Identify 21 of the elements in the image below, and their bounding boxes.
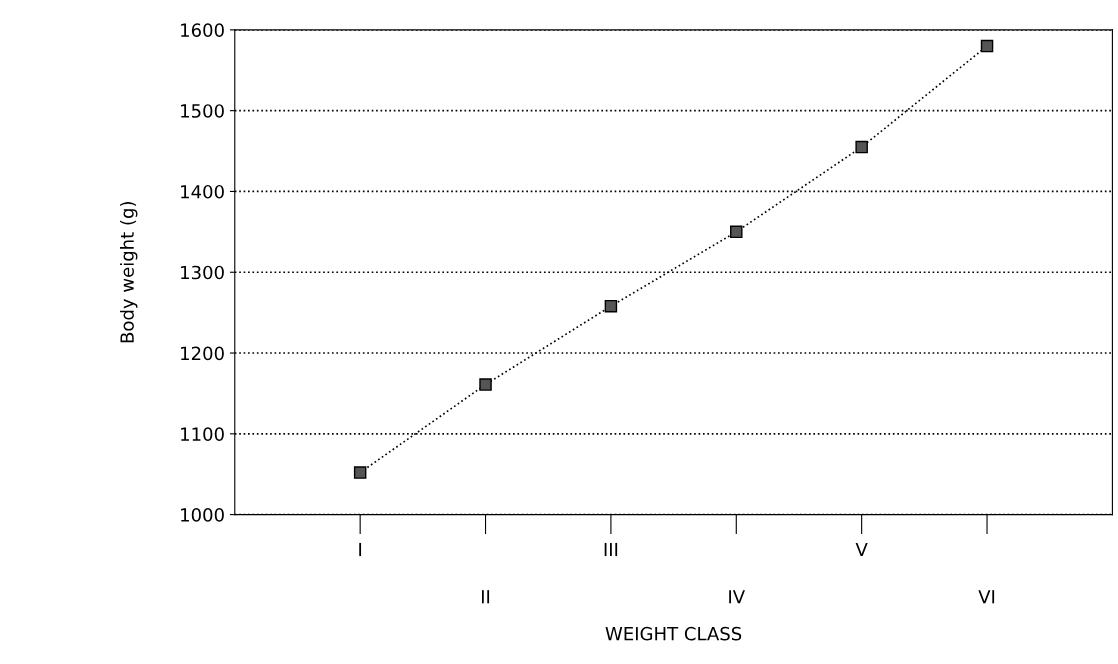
point [855,140,868,154]
x-tick-label: V [855,542,868,557]
point [730,225,743,239]
x-axis-title: WEIGHT CLASS [605,626,742,641]
x-tick-label: II [481,590,490,604]
y-axis-title: Body weight (g) [119,202,138,343]
point [980,39,994,53]
point [479,378,492,391]
y-tick-label: 1500 [181,104,224,118]
x-tick-label: VI [978,590,995,604]
y-tick-label: 1600 [181,23,224,37]
y-tick-label: 1000 [181,508,224,522]
y-tick-label: 1300 [181,265,224,280]
y-tick-label: 1100 [181,427,224,441]
y-tick-label: 1200 [181,346,224,361]
point [604,299,618,313]
x-tick-label: IV [729,590,745,604]
x-tick-label: III [604,542,618,557]
x-tick-label: I [359,542,362,557]
y-tick-label: 1400 [181,184,224,199]
point [353,466,367,479]
